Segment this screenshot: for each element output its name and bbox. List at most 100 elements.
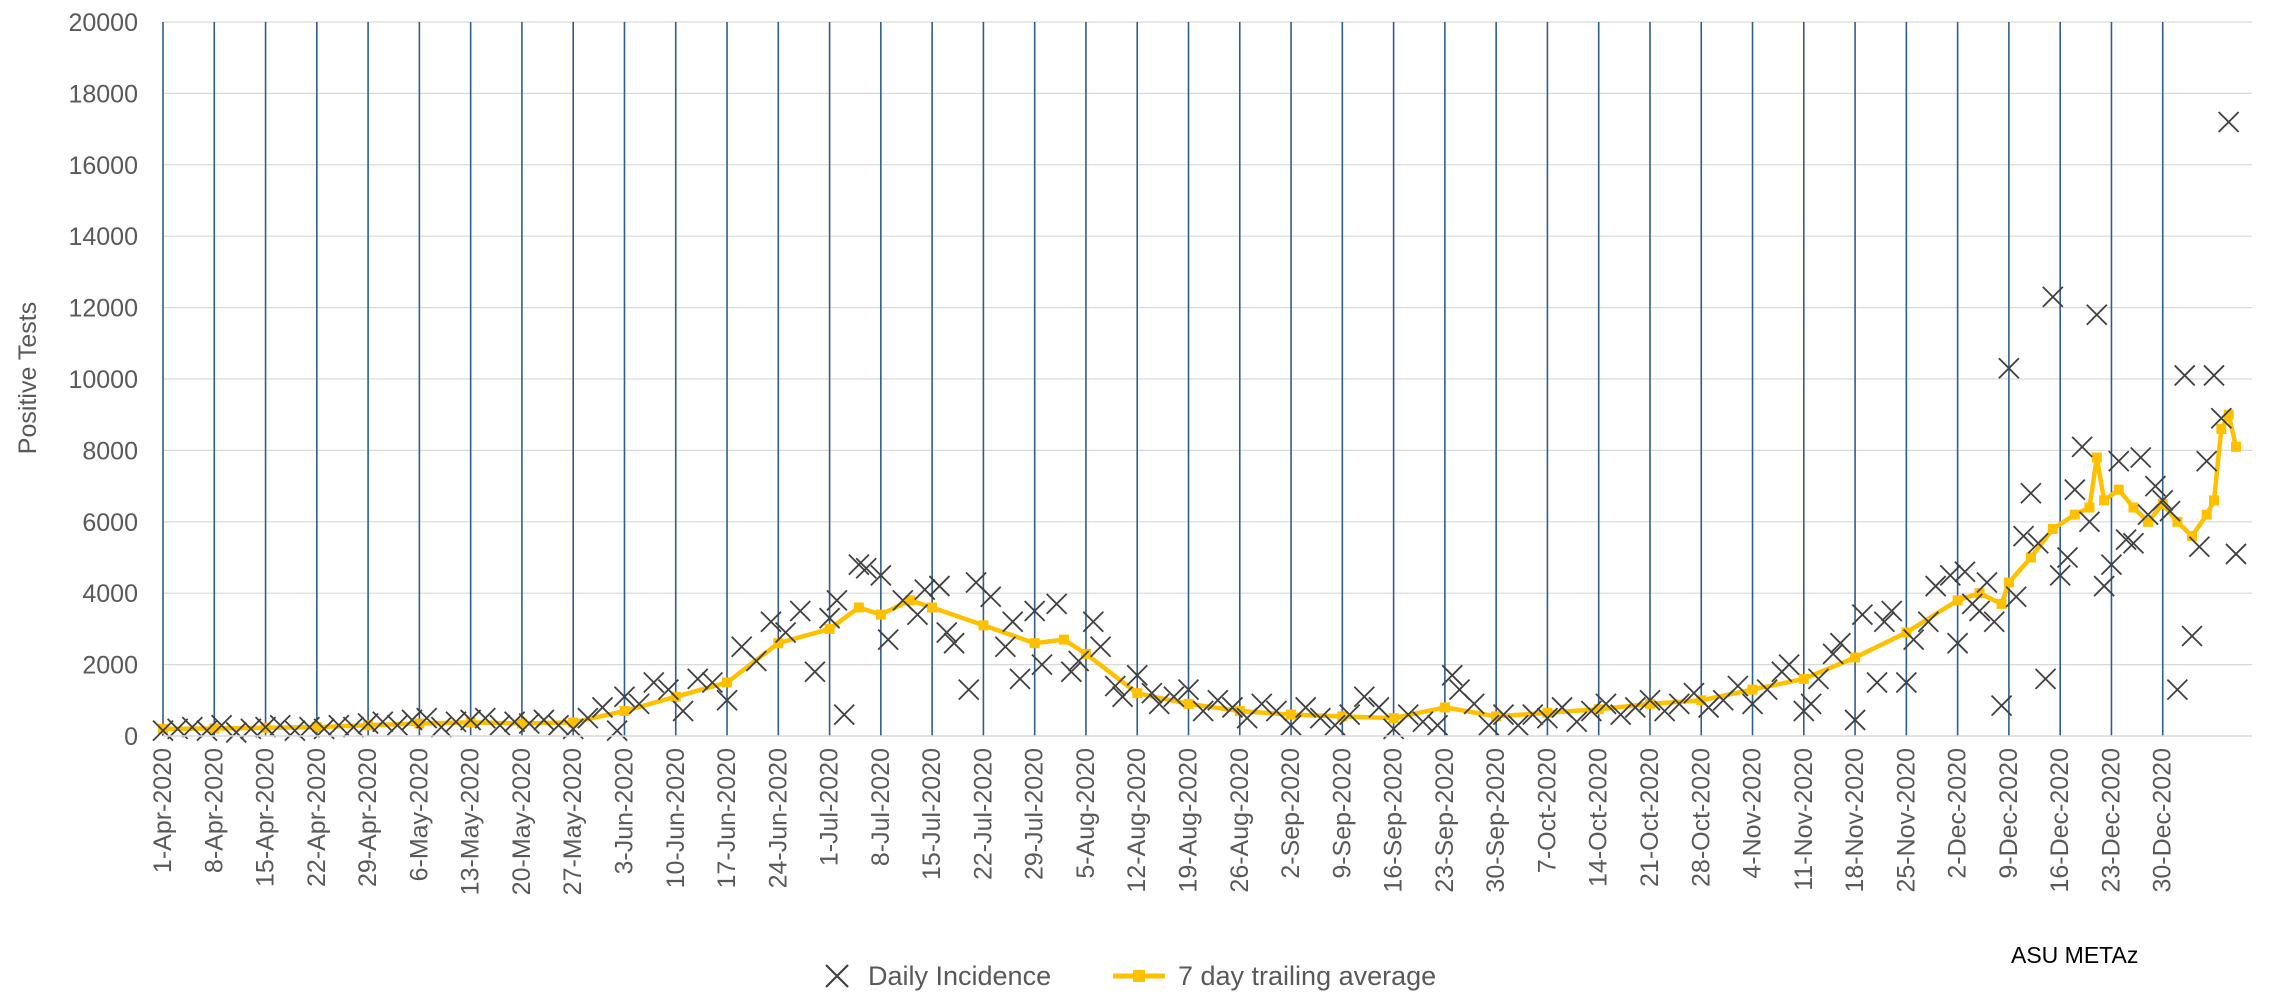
daily-point-stroke <box>1624 696 1646 719</box>
y-tick-label: 12000 <box>68 295 138 323</box>
daily-point <box>1881 600 1903 622</box>
daily-point-stroke <box>1060 661 1082 683</box>
daily-point-stroke <box>1976 571 1998 594</box>
daily-point <box>2049 564 2071 586</box>
daily-point-stroke <box>606 720 628 742</box>
daily-point-stroke <box>2122 532 2145 554</box>
daily-point-stroke <box>1968 600 1991 622</box>
daily-point <box>2225 543 2247 565</box>
daily-point <box>870 564 892 586</box>
daily-point <box>518 712 540 735</box>
daily-point <box>2012 525 2035 547</box>
average-point <box>2187 531 2198 542</box>
daily-point-stroke <box>2034 668 2057 690</box>
daily-point-stroke <box>2108 450 2130 472</box>
daily-point-stroke <box>1881 600 1903 622</box>
average-point <box>1996 598 2007 609</box>
daily-point <box>1580 700 1603 722</box>
daily-point-stroke <box>1163 686 1185 708</box>
daily-point <box>1492 703 1515 726</box>
x-tick-label: 17-Jun-2020 <box>713 748 741 888</box>
daily-point <box>914 578 936 601</box>
daily-point-stroke <box>1309 707 1331 729</box>
daily-point-stroke <box>1207 689 1229 711</box>
daily-point-stroke <box>1177 678 1200 701</box>
daily-point-stroke <box>657 678 680 701</box>
daily-point <box>2042 286 2064 308</box>
daily-point-stroke <box>965 571 987 594</box>
daily-point-stroke <box>855 557 877 579</box>
daily-point-stroke <box>2100 554 2123 576</box>
daily-point-stroke <box>2159 500 2181 522</box>
average-point <box>311 722 322 733</box>
daily-point <box>687 668 709 690</box>
daily-point <box>1998 357 2020 379</box>
daily-point <box>1925 575 1947 597</box>
x-tick-label: 9-Sep-2020 <box>1328 748 1356 879</box>
daily-point <box>1192 700 1214 722</box>
daily-point-stroke <box>1866 671 1888 694</box>
average-point <box>2216 423 2227 434</box>
daily-point <box>1412 711 1434 733</box>
daily-point-stroke <box>1683 682 1705 704</box>
average-point <box>2113 484 2124 495</box>
daily-point <box>1522 703 1544 726</box>
daily-point-stroke <box>2130 446 2152 469</box>
daily-point-stroke <box>2225 543 2247 565</box>
daily-point <box>1441 664 1463 686</box>
daily-point-stroke <box>1998 357 2020 379</box>
average-point <box>1850 652 1861 663</box>
x-tick-label: 29-Apr-2020 <box>354 748 382 887</box>
daily-point <box>2218 111 2240 133</box>
daily-point-stroke <box>1251 693 1273 715</box>
daily-point <box>1148 693 1170 715</box>
x-tick-label: 7-Oct-2020 <box>1533 748 1561 873</box>
daily-point-stroke <box>1873 611 1896 633</box>
daily-point-stroke <box>225 721 247 744</box>
daily-point <box>2174 364 2196 387</box>
daily-point <box>936 621 958 644</box>
daily-point-stroke <box>1925 575 1947 597</box>
daily-point-stroke <box>1829 632 1852 654</box>
x-axis-tick-labels: 1-Apr-2020 8-Apr-2020 15-Apr-2020 22-Apr-20… <box>149 748 2177 895</box>
daily-point-stroke <box>1353 686 1375 708</box>
y-axis-title: Positive Tests <box>14 302 42 454</box>
daily-point-stroke <box>386 714 409 736</box>
daily-point-stroke <box>731 636 753 658</box>
x-tick-label: 30-Sep-2020 <box>1482 748 1510 893</box>
daily-point <box>1566 711 1588 733</box>
daily-point-stroke <box>1082 611 1104 633</box>
y-tick-label: 20000 <box>68 9 138 37</box>
average-point <box>773 638 784 649</box>
daily-point <box>1639 689 1661 711</box>
daily-point-stroke <box>1031 653 1053 676</box>
daily-point-stroke <box>2218 111 2240 133</box>
daily-point-stroke <box>1448 678 1471 701</box>
daily-point-stroke <box>870 564 892 586</box>
daily-point-stroke <box>1141 682 1163 704</box>
daily-point <box>606 720 628 742</box>
daily-point <box>1177 678 1200 701</box>
daily-point-stroke <box>914 578 936 601</box>
daily-point-stroke <box>2152 489 2174 512</box>
daily-point-stroke <box>1492 703 1515 726</box>
daily-point-stroke <box>1024 600 1046 622</box>
daily-point-stroke <box>2056 546 2079 569</box>
x-tick-label: 23-Dec-2020 <box>2097 748 2125 893</box>
daily-point <box>1903 628 1925 651</box>
x-tick-label: 10-Jun-2020 <box>662 748 690 888</box>
credit-label: ASU METAz <box>2011 942 2138 968</box>
daily-point <box>1727 675 1749 697</box>
daily-point-stroke <box>547 714 570 736</box>
daily-point-stroke <box>430 716 452 738</box>
daily-point <box>1207 689 1229 711</box>
daily-point-stroke <box>1295 696 1317 719</box>
daily-point <box>1221 696 1244 719</box>
x-tick-label: 26-Aug-2020 <box>1226 748 1254 893</box>
daily-point <box>2210 407 2232 429</box>
daily-point <box>210 714 233 736</box>
average-point <box>1644 698 1655 709</box>
daily-point <box>1251 693 1273 715</box>
average-point <box>853 602 864 613</box>
daily-point-stroke <box>1002 611 1024 633</box>
